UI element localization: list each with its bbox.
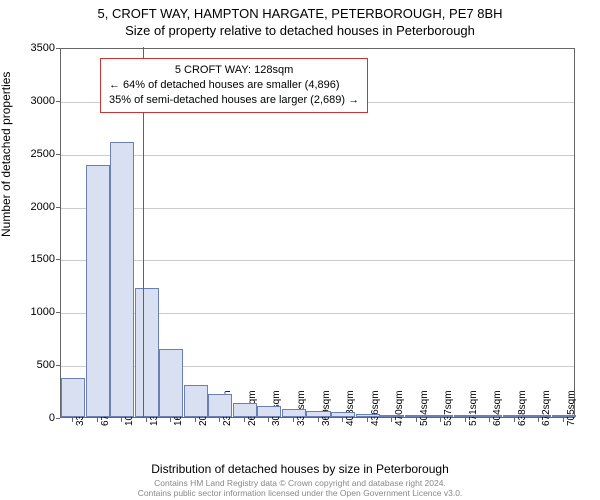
footer-line-2: Contains public sector information licen… [0, 488, 600, 498]
x-tick-mark [293, 418, 294, 422]
histogram-bar [331, 412, 355, 417]
x-tick-mark [367, 418, 368, 422]
histogram-bar [306, 411, 330, 417]
histogram-bar [552, 415, 576, 417]
y-tick-label: 2500 [15, 148, 55, 160]
histogram-bar [380, 415, 404, 417]
x-tick-mark [342, 418, 343, 422]
y-tick-label: 1500 [15, 253, 55, 265]
footer-line-1: Contains HM Land Registry data © Crown c… [0, 478, 600, 488]
x-tick-label: 436sqm [370, 390, 381, 426]
info-line-3: 35% of semi-detached houses are larger (… [109, 93, 359, 108]
y-tick-mark [56, 418, 60, 419]
y-tick-label: 1000 [15, 306, 55, 318]
x-tick-label: 638sqm [517, 390, 528, 426]
x-tick-mark [72, 418, 73, 422]
x-tick-mark [97, 418, 98, 422]
x-tick-mark [416, 418, 417, 422]
x-tick-mark [195, 418, 196, 422]
x-tick-label: 537sqm [443, 390, 454, 426]
grid-line [61, 260, 574, 261]
histogram-bar [61, 378, 85, 417]
x-tick-mark [244, 418, 245, 422]
x-tick-label: 705sqm [566, 390, 577, 426]
y-tick-mark [56, 259, 60, 260]
histogram-bar [282, 409, 306, 417]
y-tick-mark [56, 48, 60, 49]
info-line-1: 5 CROFT WAY: 128sqm [109, 63, 359, 78]
y-tick-label: 2000 [15, 201, 55, 213]
info-line-2: ← 64% of detached houses are smaller (4,… [109, 78, 359, 93]
y-tick-label: 3500 [15, 42, 55, 54]
y-tick-mark [56, 312, 60, 313]
histogram-bar [110, 142, 134, 417]
histogram-bar [184, 385, 208, 417]
y-tick-label: 0 [15, 412, 55, 424]
x-tick-mark [219, 418, 220, 422]
x-tick-mark [440, 418, 441, 422]
x-tick-label: 571sqm [468, 390, 479, 426]
y-axis-label: Number of detached properties [0, 72, 13, 237]
info-box: 5 CROFT WAY: 128sqm ← 64% of detached ho… [100, 58, 368, 113]
histogram-bar [503, 415, 527, 417]
y-tick-mark [56, 101, 60, 102]
histogram-bar [135, 288, 159, 417]
x-tick-mark [146, 418, 147, 422]
y-tick-mark [56, 207, 60, 208]
chart-title-sub: Size of property relative to detached ho… [0, 21, 600, 38]
footer-attribution: Contains HM Land Registry data © Crown c… [0, 478, 600, 498]
histogram-bar [159, 349, 183, 417]
chart-title-main: 5, CROFT WAY, HAMPTON HARGATE, PETERBORO… [0, 0, 600, 21]
grid-line [61, 155, 574, 156]
x-tick-label: 672sqm [541, 390, 552, 426]
histogram-bar [527, 415, 551, 417]
y-tick-mark [56, 154, 60, 155]
histogram-bar [454, 415, 478, 417]
x-tick-mark [563, 418, 564, 422]
x-tick-mark [170, 418, 171, 422]
x-tick-label: 403sqm [345, 390, 356, 426]
x-tick-label: 369sqm [321, 390, 332, 426]
x-tick-mark [538, 418, 539, 422]
x-tick-label: 504sqm [419, 390, 430, 426]
x-tick-mark [465, 418, 466, 422]
x-tick-mark [489, 418, 490, 422]
x-tick-mark [268, 418, 269, 422]
histogram-bar [429, 415, 453, 417]
x-tick-mark [391, 418, 392, 422]
x-tick-label: 604sqm [492, 390, 503, 426]
y-tick-label: 500 [15, 359, 55, 371]
histogram-bar [86, 165, 110, 417]
histogram-bar [257, 406, 281, 417]
x-tick-mark [514, 418, 515, 422]
histogram-bar [405, 415, 429, 417]
histogram-bar [356, 414, 380, 417]
grid-line [61, 208, 574, 209]
x-tick-mark [318, 418, 319, 422]
x-tick-mark [121, 418, 122, 422]
x-tick-label: 470sqm [394, 390, 405, 426]
y-tick-label: 3000 [15, 95, 55, 107]
histogram-bar [208, 394, 232, 417]
histogram-bar [233, 403, 257, 417]
histogram-chart: 5, CROFT WAY, HAMPTON HARGATE, PETERBORO… [0, 0, 600, 500]
histogram-bar [478, 415, 502, 417]
y-tick-mark [56, 365, 60, 366]
x-axis-label: Distribution of detached houses by size … [0, 462, 600, 476]
